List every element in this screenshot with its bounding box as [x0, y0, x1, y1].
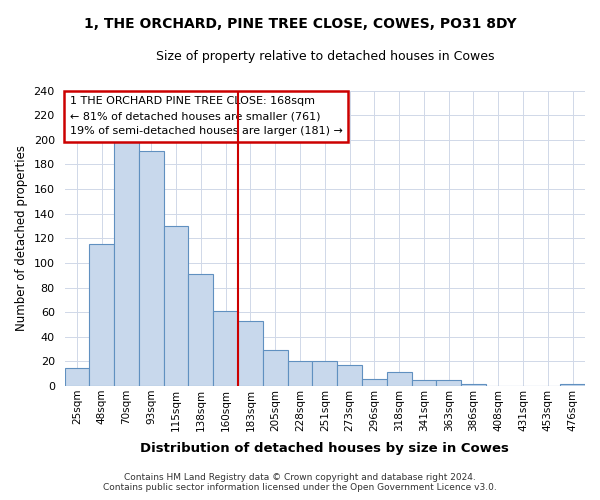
Bar: [114, 142, 139, 386]
X-axis label: Distribution of detached houses by size in Cowes: Distribution of detached houses by size …: [140, 442, 509, 455]
Bar: [188, 274, 213, 386]
Bar: [313, 362, 337, 386]
Bar: [263, 350, 287, 386]
Text: 1, THE ORCHARD, PINE TREE CLOSE, COWES, PO31 8DY: 1, THE ORCHARD, PINE TREE CLOSE, COWES, …: [83, 18, 517, 32]
Bar: [238, 320, 263, 386]
Bar: [213, 311, 238, 386]
Bar: [287, 362, 313, 386]
Bar: [337, 365, 362, 386]
Bar: [412, 380, 436, 386]
Text: Contains HM Land Registry data © Crown copyright and database right 2024.
Contai: Contains HM Land Registry data © Crown c…: [103, 473, 497, 492]
Title: Size of property relative to detached houses in Cowes: Size of property relative to detached ho…: [155, 50, 494, 63]
Bar: [139, 151, 164, 386]
Bar: [387, 372, 412, 386]
Bar: [362, 378, 387, 386]
Text: 1 THE ORCHARD PINE TREE CLOSE: 168sqm
← 81% of detached houses are smaller (761): 1 THE ORCHARD PINE TREE CLOSE: 168sqm ← …: [70, 96, 343, 136]
Bar: [89, 244, 114, 386]
Bar: [65, 368, 89, 386]
Y-axis label: Number of detached properties: Number of detached properties: [15, 146, 28, 332]
Bar: [436, 380, 461, 386]
Bar: [164, 226, 188, 386]
Bar: [560, 384, 585, 386]
Bar: [461, 384, 486, 386]
